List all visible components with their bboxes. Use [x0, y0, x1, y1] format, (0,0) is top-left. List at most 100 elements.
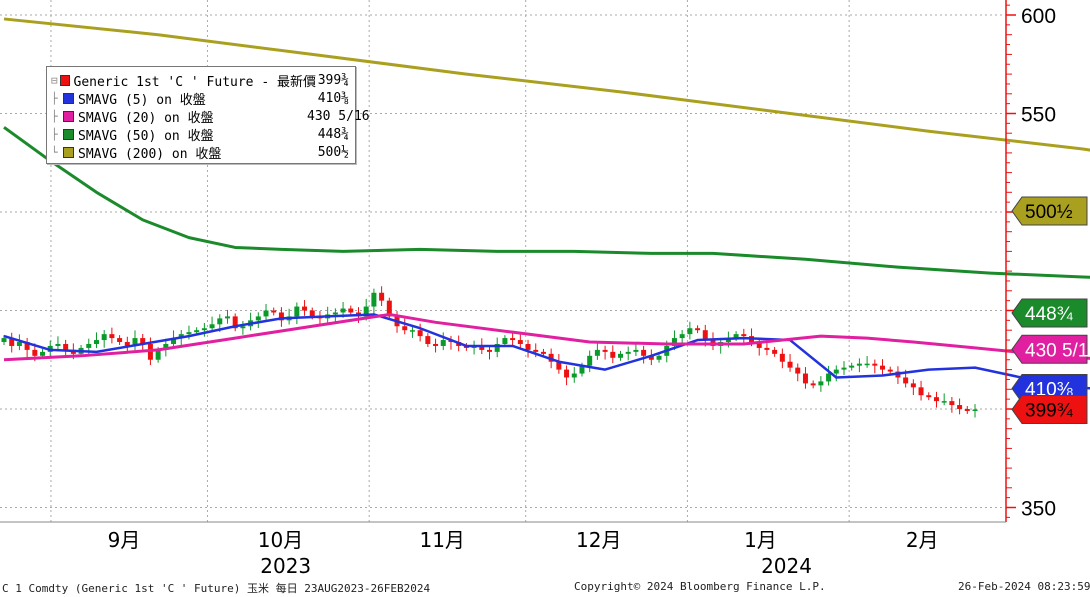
legend-label: SMAVG (50) on 收盤 [78, 129, 214, 144]
swatch-sma5 [63, 93, 74, 104]
candle-body [278, 312, 284, 321]
legend-label: SMAVG (5) on 收盤 [78, 93, 206, 108]
y-tick-label: 350 [1021, 498, 1056, 521]
candle-body [887, 369, 893, 372]
legend-entry-sma5: ├ SMAVG (5) on 收盤 410⅜ [51, 90, 349, 108]
y-tick-label: 550 [1021, 104, 1056, 127]
candle-body [402, 326, 408, 331]
x-month-label: 2月 [906, 528, 939, 552]
swatch-sma200 [63, 147, 74, 158]
candle-body [540, 351, 546, 354]
candle-body [24, 342, 30, 350]
candle-body [363, 306, 369, 317]
price-tag-label: 448¾ [1025, 304, 1074, 325]
legend-label: Generic 1st 'C ' Future - 最新價 [73, 75, 317, 90]
x-month-label: 12月 [576, 528, 621, 552]
candle-body [409, 330, 415, 332]
price-tag [1011, 298, 1088, 328]
candle-body [340, 308, 346, 313]
candle-body [810, 383, 816, 386]
candle-body [926, 395, 932, 398]
candle-body [517, 340, 523, 344]
x-month-label: 10月 [258, 528, 303, 552]
tree-branch-icon: ├ [51, 92, 58, 105]
candle-body [571, 373, 577, 378]
candle-body [217, 318, 223, 325]
candle-body [487, 349, 492, 352]
candle-body [903, 377, 909, 384]
candle-body [972, 409, 978, 411]
price-tag [1011, 196, 1088, 226]
candle-body [1, 338, 7, 343]
candle-body [371, 292, 377, 307]
x-month-label: 9月 [108, 528, 141, 552]
candle-body [132, 338, 138, 346]
candle-body [687, 328, 693, 335]
candle-body [610, 351, 616, 358]
candle-body [625, 351, 631, 354]
candle-body [440, 340, 446, 346]
candle-body [910, 383, 916, 388]
candle-body [633, 349, 639, 352]
candle-body [579, 365, 585, 374]
candle-body [872, 363, 878, 366]
candle-body [194, 330, 200, 333]
candle-body [302, 306, 308, 311]
x-month-label: 11月 [419, 528, 464, 552]
candle-body [618, 353, 624, 358]
candle-body [40, 351, 46, 356]
candle-body [309, 310, 315, 317]
candle-body [510, 338, 516, 341]
legend-entry-sma20: ├ SMAVG (20) on 收盤 430 5/16 [51, 108, 370, 126]
swatch-sma20 [63, 111, 74, 122]
ma-line [3, 17, 1090, 152]
candle-body [124, 342, 130, 346]
candle-body [255, 316, 261, 321]
legend-value: 448¾ [317, 127, 349, 142]
candle-body [348, 308, 354, 313]
candle-body [63, 343, 69, 350]
candle-body [826, 373, 832, 382]
footer-ticker: C 1 Comdty (Generic 1st 'C ' Future) 玉米 … [2, 582, 431, 595]
candle-body [856, 363, 862, 366]
ma-line [3, 312, 1090, 362]
footer-copyright: Copyright© 2024 Bloomberg Finance L.P. [574, 580, 826, 593]
candle-body [479, 345, 485, 350]
candle-body [741, 334, 747, 337]
candle-body [533, 349, 539, 352]
x-year-label: 2024 [761, 554, 812, 578]
price-tag-label: 399¾ [1025, 400, 1074, 421]
candle-body [833, 369, 839, 374]
candle-body [16, 342, 22, 346]
candle-body [587, 355, 593, 366]
swatch-sma50 [63, 129, 74, 140]
candle-body [171, 338, 177, 344]
candle-body [949, 401, 955, 406]
candle-body [240, 326, 246, 329]
collapse-icon[interactable]: ⊟ [51, 74, 58, 87]
candle-body [494, 343, 500, 352]
candle-body [556, 361, 562, 370]
candle-body [648, 355, 654, 360]
candle-body [841, 367, 847, 370]
candle-body [702, 330, 708, 341]
candle-body [186, 332, 192, 335]
candle-body [733, 334, 739, 339]
tree-branch-icon: └ [51, 146, 58, 159]
y-tick-label: 600 [1021, 5, 1056, 28]
legend-label: SMAVG (200) on 收盤 [78, 147, 222, 162]
candle-body [795, 367, 801, 374]
candle-body [564, 369, 570, 378]
candle-body [155, 349, 161, 360]
candle-body [140, 338, 146, 344]
candle-body [502, 338, 508, 344]
candle-body [232, 316, 238, 329]
candle-body [594, 349, 600, 356]
price-tag [1011, 334, 1088, 364]
price-tag-label: 500½ [1025, 202, 1073, 223]
footer-timestamp: 26-Feb-2024 08:23:59 [958, 580, 1090, 593]
candle-body [178, 334, 184, 339]
candle-body [602, 349, 608, 352]
